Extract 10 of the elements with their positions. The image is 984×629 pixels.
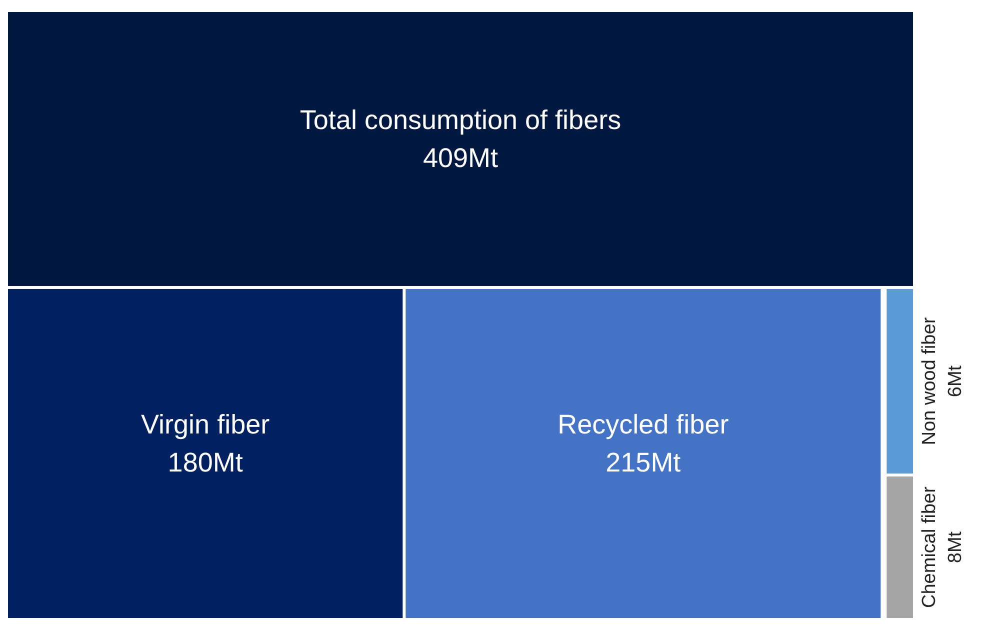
data-label: 6Mt [945, 364, 966, 398]
data-label: 409Mt [422, 143, 499, 173]
category-label: Virgin fiber [141, 410, 270, 440]
category-label: Non wood fiber [919, 316, 940, 446]
data-label: 8Mt [945, 530, 966, 564]
category-label: Recycled fiber [558, 410, 729, 440]
category-label: Chemical fiber [919, 486, 940, 608]
data-label: 215Mt [606, 448, 682, 478]
category-label: Total consumption of fibers [300, 105, 622, 135]
data-label: 180Mt [168, 448, 244, 478]
